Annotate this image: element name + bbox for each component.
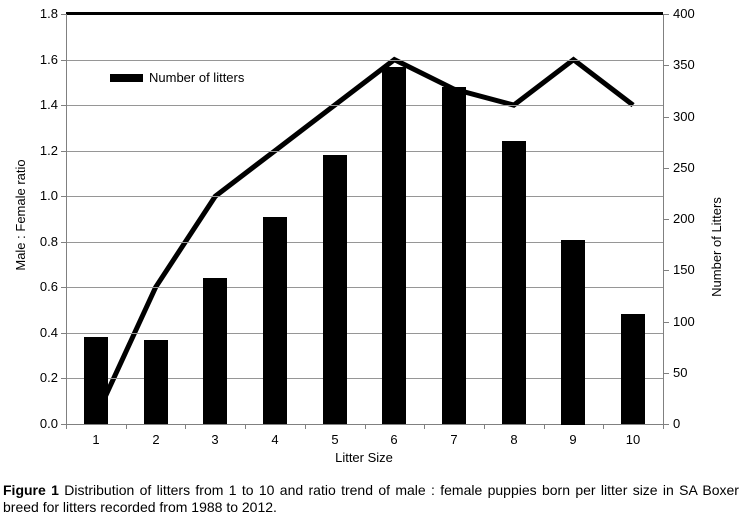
x-axis-tick-label: 8 xyxy=(510,432,518,447)
x-axis-tick-label: 4 xyxy=(271,432,279,447)
right-axis-tick-label: 100 xyxy=(673,314,695,329)
x-axis-tick-label: 3 xyxy=(211,432,219,447)
x-axis-tick xyxy=(365,425,366,429)
left-axis-tick-label: 1.8 xyxy=(39,6,58,21)
gridline xyxy=(66,378,663,379)
left-axis-tick xyxy=(61,151,66,152)
x-axis-tick xyxy=(484,425,485,429)
left-axis-line xyxy=(66,14,67,425)
bar-litter-size-5 xyxy=(323,155,347,424)
right-axis-tick-label: 400 xyxy=(673,6,695,21)
left-axis-tick xyxy=(61,424,66,425)
right-axis-tick-label: 200 xyxy=(673,211,695,226)
right-axis-tick-label: 350 xyxy=(673,57,695,72)
gridline xyxy=(66,287,663,288)
left-axis-tick xyxy=(61,60,66,61)
x-axis-tick xyxy=(424,425,425,429)
legend-label: Number of litters xyxy=(149,70,245,85)
x-axis-tick-label: 9 xyxy=(569,432,577,447)
left-axis-tick-label: 1.2 xyxy=(39,143,58,158)
caption-label: Figure 1 xyxy=(3,482,59,498)
top-border xyxy=(66,12,663,15)
bar-litter-size-2 xyxy=(144,340,168,424)
gridline xyxy=(66,60,663,61)
legend: Number of litters xyxy=(110,71,244,85)
bar-litter-size-3 xyxy=(203,278,227,424)
left-axis-tick-label: 0.0 xyxy=(39,416,58,431)
right-axis-tick xyxy=(664,168,669,169)
x-axis-tick-label: 7 xyxy=(450,432,458,447)
gridline xyxy=(66,196,663,197)
right-axis-tick xyxy=(664,424,669,425)
right-axis-tick xyxy=(664,270,669,271)
chart: Number of litters Male : Female ratio Nu… xyxy=(13,6,724,466)
figure-caption: Figure 1 Distribution of litters from 1 … xyxy=(3,482,739,516)
x-axis-tick-label: 10 xyxy=(625,432,641,447)
left-axis-tick-label: 0.8 xyxy=(39,234,58,249)
gridline xyxy=(66,333,663,334)
x-axis-tick xyxy=(603,425,604,429)
bar-litter-size-4 xyxy=(263,217,287,424)
gridline xyxy=(66,105,663,106)
right-axis-tick-label: 250 xyxy=(673,160,695,175)
gridline xyxy=(66,242,663,243)
left-axis-tick-label: 0.2 xyxy=(39,370,58,385)
x-axis-tick-label: 5 xyxy=(331,432,339,447)
legend-bar-swatch xyxy=(110,74,143,82)
bar-litter-size-6 xyxy=(382,67,406,424)
left-axis-tick xyxy=(61,196,66,197)
left-axis-tick-label: 0.6 xyxy=(39,279,58,294)
left-axis-tick xyxy=(61,242,66,243)
gridline xyxy=(66,151,663,152)
x-axis-tick xyxy=(663,425,664,429)
right-axis-tick-label: 300 xyxy=(673,109,695,124)
x-axis-tick-label: 1 xyxy=(92,432,100,447)
x-axis-title: Litter Size xyxy=(335,450,393,465)
right-axis-tick-label: 0 xyxy=(673,416,681,431)
x-axis-tick xyxy=(245,425,246,429)
left-axis-tick-label: 0.4 xyxy=(39,325,58,340)
right-axis-tick xyxy=(664,322,669,323)
bar-litter-size-9 xyxy=(561,240,585,425)
right-axis-tick xyxy=(664,65,669,66)
bar-litter-size-1 xyxy=(84,337,108,424)
right-axis-tick-label: 50 xyxy=(673,365,688,380)
right-axis-tick xyxy=(664,14,669,15)
ratio-trend-line xyxy=(93,56,635,419)
left-axis-tick xyxy=(61,333,66,334)
right-axis-tick-label: 150 xyxy=(673,262,695,277)
left-axis-tick-label: 1.0 xyxy=(39,188,58,203)
x-axis-tick xyxy=(66,425,67,429)
left-axis-tick-label: 1.6 xyxy=(39,52,58,67)
right-axis-line xyxy=(663,14,664,425)
bar-litter-size-10 xyxy=(621,314,645,424)
left-axis-tick xyxy=(61,378,66,379)
x-axis-line xyxy=(66,424,664,425)
x-axis-tick-label: 6 xyxy=(390,432,398,447)
right-axis-tick xyxy=(664,117,669,118)
bar-litter-size-8 xyxy=(502,141,526,424)
x-axis-tick xyxy=(185,425,186,429)
x-axis-tick xyxy=(305,425,306,429)
caption-text: Distribution of litters from 1 to 10 and… xyxy=(3,482,739,515)
right-axis-title: Number of Litters xyxy=(709,197,724,297)
x-axis-tick xyxy=(544,425,545,429)
left-axis-tick-label: 1.4 xyxy=(39,97,58,112)
x-axis-tick xyxy=(126,425,127,429)
right-axis-tick xyxy=(664,373,669,374)
left-axis-tick xyxy=(61,287,66,288)
bar-litter-size-7 xyxy=(442,87,466,424)
left-axis-tick xyxy=(61,14,66,15)
x-axis-tick-label: 2 xyxy=(152,432,160,447)
left-axis-tick xyxy=(61,105,66,106)
right-axis-tick xyxy=(664,219,669,220)
